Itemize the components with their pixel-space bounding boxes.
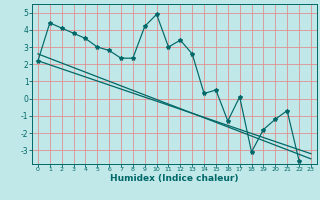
X-axis label: Humidex (Indice chaleur): Humidex (Indice chaleur) xyxy=(110,174,239,183)
